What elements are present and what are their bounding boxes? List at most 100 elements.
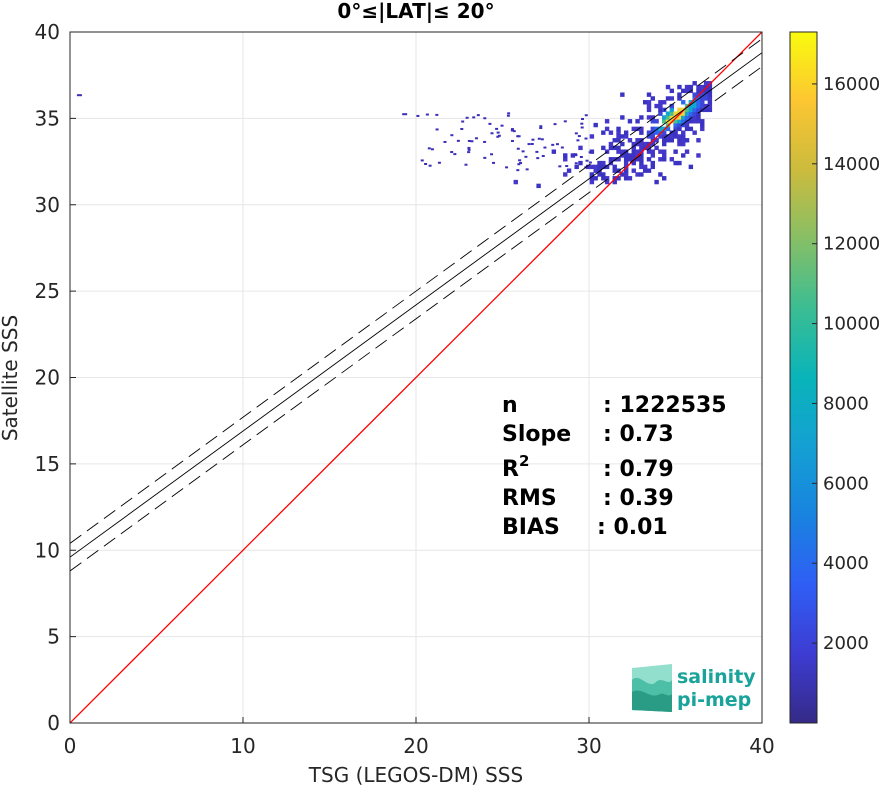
density-cell (650, 141, 655, 147)
y-tick-label: 5 (47, 625, 60, 649)
density-cell (604, 176, 610, 181)
density-cell (669, 134, 675, 139)
density-cell (474, 137, 478, 140)
density-cell (650, 153, 655, 158)
density-cell (673, 149, 678, 154)
y-tick-label: 20 (35, 366, 60, 390)
density-cell (692, 107, 697, 113)
density-cell (589, 149, 595, 154)
density-cell (574, 132, 578, 135)
colorbar (789, 31, 818, 724)
density-cell (483, 140, 487, 143)
density-cell (635, 119, 640, 124)
density-cell (517, 135, 521, 138)
density-cell (646, 100, 652, 105)
density-cell (669, 111, 675, 116)
density-cell (589, 179, 595, 185)
density-cell (608, 157, 614, 162)
density-cell (692, 103, 697, 109)
density-cell (620, 153, 625, 158)
density-cell (662, 149, 667, 154)
density-cell (703, 96, 709, 101)
density-cell (696, 115, 701, 120)
density-cell (460, 127, 464, 130)
x-axis-label: TSG (LEGOS-DM) SSS (308, 763, 523, 787)
density-cell (578, 160, 583, 166)
chart-title: 0°≤|LAT|≤ 20° (337, 0, 494, 23)
density-cell (692, 130, 697, 135)
density-cell (646, 134, 652, 139)
density-cell (516, 147, 520, 150)
density-cell (639, 157, 644, 162)
density-cell (616, 149, 621, 154)
density-cell (669, 103, 675, 109)
density-cell (696, 88, 701, 94)
density-cell (681, 141, 686, 147)
density-cell (437, 161, 441, 164)
density-cell (612, 145, 617, 151)
density-cell (665, 134, 671, 139)
density-cell (608, 145, 614, 151)
stat-r2-label: R2 (502, 452, 529, 482)
density-cell (669, 138, 675, 143)
density-cell (627, 176, 633, 181)
logo-line2: pi-mep (677, 689, 751, 711)
density-cell (654, 119, 659, 124)
density-cell (673, 160, 678, 166)
density-cell (681, 134, 686, 139)
density-cell (424, 163, 428, 166)
x-tick-label: 10 (230, 734, 255, 758)
fit-upper-line (70, 38, 762, 544)
density-cell (631, 126, 636, 132)
density-cell (646, 107, 652, 113)
density-cell (623, 160, 629, 166)
density-cell (620, 149, 625, 154)
density-cell (654, 126, 659, 132)
density-cell (646, 130, 652, 135)
stat-r2-base: R (502, 457, 519, 482)
density-cell (642, 164, 648, 170)
density-cell (597, 172, 602, 177)
x-tick-label: 0 (64, 734, 77, 758)
density-cell (467, 151, 471, 154)
density-cell (696, 119, 701, 124)
density-cell (662, 134, 667, 139)
density-cell (662, 138, 667, 143)
density-cell (654, 138, 659, 143)
density-cell (510, 139, 514, 142)
density-cell (461, 120, 465, 123)
colorbar-tick-label: 6000 (823, 473, 869, 494)
density-cell (513, 179, 518, 185)
density-cell (597, 160, 602, 166)
density-cell (563, 157, 568, 162)
density-cell (416, 114, 420, 117)
density-cell (677, 115, 682, 120)
density-cell (535, 150, 539, 153)
density-cell (476, 114, 480, 117)
density-cell (707, 96, 713, 101)
density-cell (601, 160, 606, 166)
density-cell (677, 96, 682, 101)
density-cell (681, 138, 686, 143)
density-cell (604, 126, 610, 132)
density-cell (688, 103, 694, 109)
density-cell (646, 149, 652, 154)
density-cell (684, 115, 690, 120)
density-cell (492, 161, 496, 164)
density-cell (707, 92, 713, 97)
density-cell (677, 126, 682, 132)
plot-frame (69, 31, 763, 724)
density-cell (435, 113, 439, 116)
density-cell (642, 100, 648, 105)
density-cell (616, 130, 621, 135)
density-cell (692, 115, 697, 120)
density-cell (631, 153, 636, 158)
density-cell (551, 143, 555, 146)
density-cell (665, 111, 671, 116)
density-cell (576, 139, 580, 142)
density-cell (496, 135, 500, 138)
density-cell (604, 179, 610, 185)
density-cell (662, 100, 667, 105)
density-cell (635, 141, 640, 147)
